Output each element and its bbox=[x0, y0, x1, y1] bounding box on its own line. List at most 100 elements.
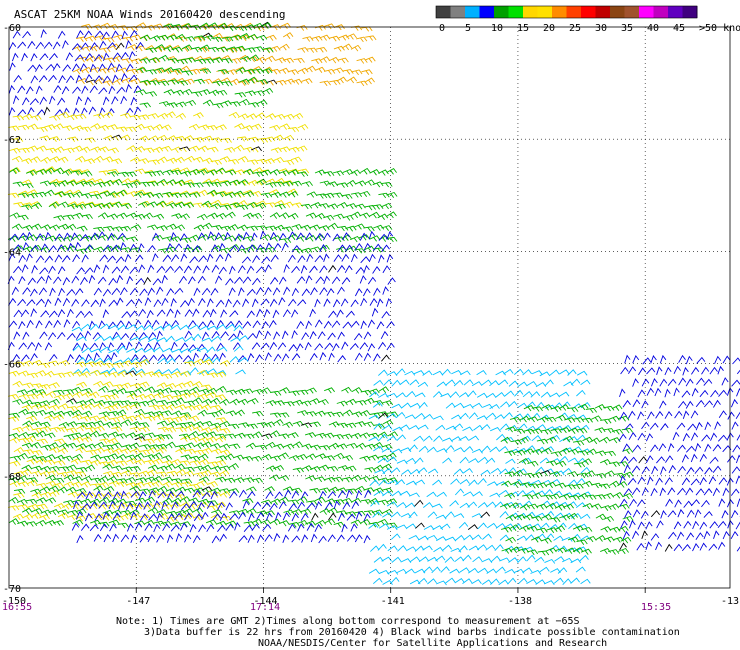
wind-barb-tick bbox=[165, 389, 170, 394]
wind-barb bbox=[58, 223, 70, 229]
wind-barb-tick bbox=[56, 521, 61, 526]
wind-barb bbox=[31, 450, 43, 455]
wind-barb-tick bbox=[80, 426, 84, 432]
wind-barb bbox=[12, 244, 22, 252]
wind-barb bbox=[572, 483, 584, 489]
wind-barb-tick bbox=[201, 433, 206, 439]
wind-barb bbox=[85, 35, 97, 41]
wind-barb-tick bbox=[148, 412, 152, 418]
wind-barb-tick bbox=[323, 36, 327, 41]
wind-barb bbox=[525, 445, 536, 452]
wind-barb-tick bbox=[155, 454, 160, 459]
wind-barb-tick bbox=[130, 483, 134, 488]
wind-barb-tick bbox=[12, 520, 16, 525]
wind-barb-tick bbox=[206, 159, 210, 164]
wind-barb bbox=[153, 299, 162, 308]
wind-barb-tick bbox=[67, 483, 72, 488]
wind-barb-tick bbox=[197, 79, 202, 85]
wind-barb bbox=[121, 30, 128, 40]
wind-barb-tick bbox=[81, 57, 85, 63]
wind-barb bbox=[260, 234, 272, 240]
wind-barb bbox=[13, 447, 25, 453]
wind-barb bbox=[396, 501, 407, 508]
wind-barb-tick bbox=[149, 48, 154, 53]
wind-barb bbox=[650, 487, 658, 497]
wind-barb bbox=[237, 136, 249, 142]
wind-barb bbox=[309, 444, 321, 450]
wind-barb-tick bbox=[101, 388, 106, 393]
wind-barb bbox=[89, 63, 97, 73]
wind-barb-tick bbox=[177, 158, 182, 164]
wind-barb-tick bbox=[177, 181, 182, 187]
wind-barb bbox=[595, 513, 607, 519]
wind-barb-tick bbox=[16, 116, 21, 121]
wind-barb bbox=[667, 378, 677, 386]
wind-barb bbox=[144, 386, 156, 392]
wind-barb bbox=[125, 370, 137, 376]
wind-barb bbox=[44, 459, 56, 465]
wind-barb-tick bbox=[43, 363, 47, 369]
wind-barb-tick bbox=[195, 92, 199, 97]
wind-barb bbox=[530, 391, 541, 398]
wind-barb bbox=[100, 323, 111, 330]
wind-barb bbox=[246, 244, 258, 250]
wind-barb-tick bbox=[215, 225, 220, 231]
wind-barb bbox=[695, 488, 705, 496]
wind-barb bbox=[504, 450, 516, 456]
wind-barb bbox=[386, 371, 398, 376]
wind-barb-tick bbox=[57, 390, 62, 396]
wind-barb-tick bbox=[310, 193, 315, 198]
wind-barb bbox=[717, 365, 724, 375]
wind-barb bbox=[210, 202, 222, 208]
wind-barb bbox=[52, 62, 61, 71]
wind-barb bbox=[66, 427, 78, 433]
wind-barb bbox=[263, 510, 275, 516]
wind-barb-tick bbox=[116, 80, 121, 85]
wind-barb bbox=[183, 78, 195, 84]
wind-barb bbox=[664, 410, 673, 419]
wind-barb bbox=[81, 347, 92, 354]
wind-barb bbox=[238, 54, 249, 60]
wind-barb bbox=[641, 466, 650, 475]
wind-barb-tick bbox=[205, 488, 210, 493]
wind-barb-tick bbox=[345, 388, 349, 394]
wind-barb-tick bbox=[57, 412, 62, 417]
wind-barb bbox=[418, 401, 428, 409]
wind-barb-tick bbox=[223, 493, 228, 498]
wind-barb-tick bbox=[138, 68, 143, 74]
wind-barb bbox=[153, 325, 165, 331]
wind-barb bbox=[40, 491, 52, 497]
wind-barb bbox=[112, 533, 120, 543]
wind-barb-tick bbox=[187, 79, 192, 85]
wind-barb bbox=[701, 499, 710, 508]
wind-barb-tick bbox=[124, 449, 128, 455]
wind-barb bbox=[171, 46, 183, 52]
wind-barb-tick bbox=[13, 482, 18, 488]
wind-barb bbox=[345, 488, 358, 494]
wind-barb bbox=[211, 509, 223, 515]
wind-barb bbox=[170, 371, 182, 377]
wind-barb-tick bbox=[25, 203, 30, 208]
wind-barb bbox=[214, 232, 222, 241]
wind-barb-tick bbox=[390, 500, 394, 505]
wind-barb-tick bbox=[359, 181, 363, 187]
wind-barb bbox=[184, 424, 195, 430]
wind-barb bbox=[175, 33, 186, 39]
wind-barb bbox=[415, 522, 425, 529]
wind-barb bbox=[304, 341, 312, 351]
wind-barb-tick bbox=[85, 68, 90, 74]
wind-barb-tick bbox=[71, 493, 76, 498]
wind-barb-tick bbox=[174, 169, 179, 174]
wind-barb bbox=[480, 469, 491, 476]
wind-barb-tick bbox=[201, 191, 205, 197]
wind-barb-tick bbox=[344, 236, 349, 241]
wind-barb-tick bbox=[34, 444, 38, 449]
wind-barb-tick bbox=[264, 171, 269, 176]
wind-barb-tick bbox=[152, 488, 157, 494]
wind-barb bbox=[405, 502, 416, 509]
wind-barb-tick bbox=[161, 36, 166, 41]
wind-barb bbox=[531, 448, 543, 454]
wind-barb bbox=[396, 524, 408, 530]
wind-barb bbox=[112, 400, 124, 406]
wind-barb bbox=[703, 378, 713, 386]
